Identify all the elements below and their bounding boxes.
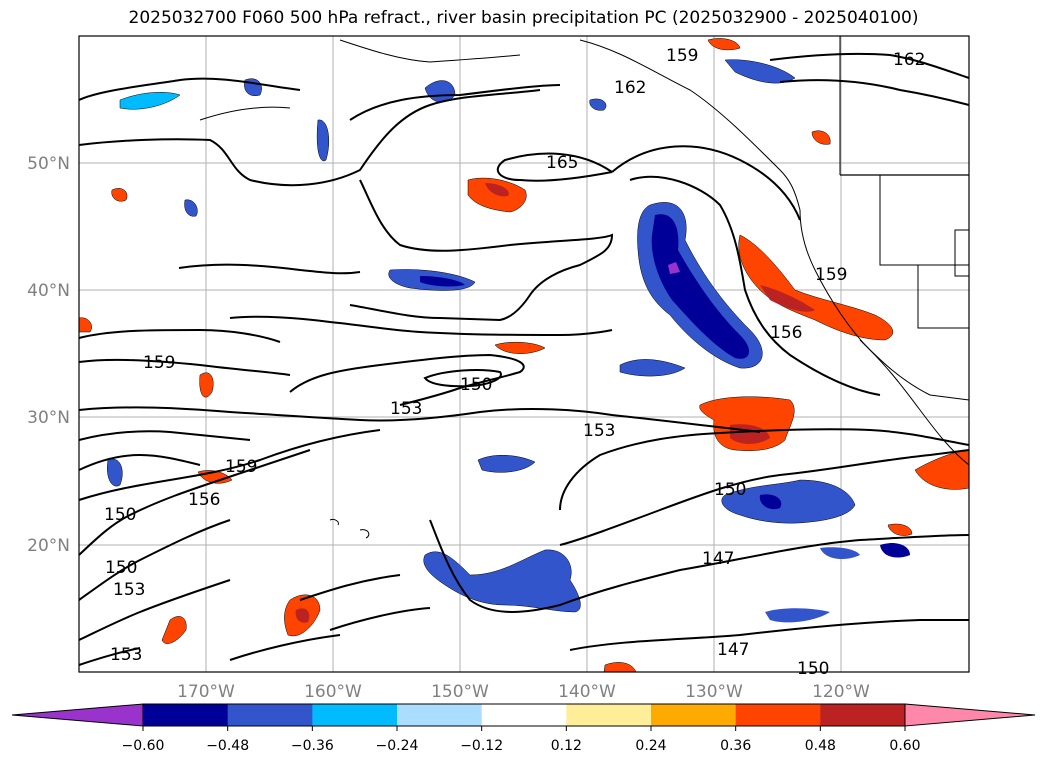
contour-label: 150 <box>104 505 136 525</box>
positive-48n-core <box>485 183 509 197</box>
negative-anomaly-core <box>651 214 750 359</box>
colorbar-segment <box>397 704 483 726</box>
colorbar-tick-label: −0.48 <box>206 738 249 754</box>
longitude-label: 140°W <box>558 682 616 702</box>
negative-central-32n <box>619 359 686 377</box>
negative-south-blob <box>423 549 581 613</box>
colorbar-tick-label: 0.60 <box>889 738 920 754</box>
contour-label: 162 <box>614 78 646 98</box>
gridlines <box>79 36 969 672</box>
contour-label: 153 <box>110 645 142 665</box>
negative-blob-small-c <box>765 608 830 623</box>
colorbar-segment <box>651 704 737 726</box>
positive-southwest-b <box>161 616 187 644</box>
colorbar-segment <box>735 704 821 726</box>
contour-label: 156 <box>188 490 220 510</box>
colorbar: −0.60 −0.48 −0.36 −0.24 −0.12 0.12 0.24 0.36 0.4… <box>11 703 1036 754</box>
positive-southwest-c <box>199 372 214 398</box>
map-frame <box>78 35 970 673</box>
colorbar-ticks: −0.60 −0.48 −0.36 −0.24 −0.12 0.12 0.24 0.36 0.4… <box>122 726 921 754</box>
latitude-axis: 50°N 40°N 30°N 20°N <box>27 154 70 556</box>
contour-labels: 159 162 162 165 159 159 156 150 153 153 … <box>104 46 925 679</box>
colorbar-segment <box>481 704 567 726</box>
latitude-label: 50°N <box>27 154 70 174</box>
negative-southeast-blob <box>721 479 856 524</box>
colorbar-tick-label: −0.24 <box>376 738 419 754</box>
colorbar-extend-right <box>904 703 1036 727</box>
positive-southwest-core <box>295 608 310 623</box>
colorbar-tick-label: 0.48 <box>805 738 836 754</box>
latitude-label: 40°N <box>27 281 70 301</box>
precipitation-shading <box>78 38 970 673</box>
negative-northeast <box>724 59 796 84</box>
positive-northeast-a <box>707 38 741 51</box>
contour-label: 156 <box>770 323 802 343</box>
contour-label: 147 <box>702 549 734 569</box>
colorbar-segment <box>143 704 229 726</box>
contour-label: 150 <box>105 558 137 578</box>
refractivity-contours <box>78 52 970 666</box>
colorbar-tick-label: −0.12 <box>460 738 503 754</box>
contour-label: 150 <box>797 659 829 679</box>
contour-label: 159 <box>143 353 175 373</box>
negative-anomaly-peak <box>668 262 680 274</box>
contour-label: 153 <box>583 421 615 441</box>
negative-west-f <box>119 92 181 110</box>
coastlines <box>199 36 970 539</box>
contour-label: 153 <box>113 580 145 600</box>
negative-blob-small-a <box>880 543 910 558</box>
negative-west-b <box>316 119 329 162</box>
positive-central-35n <box>494 341 546 354</box>
latitude-label: 20°N <box>27 536 70 556</box>
positive-west-small <box>111 188 128 202</box>
latitude-label: 30°N <box>27 408 70 428</box>
positive-west-edge <box>78 317 92 333</box>
colorbar-segment <box>227 704 313 726</box>
contour-label: 153 <box>390 399 422 419</box>
negative-band-40n-core <box>420 276 465 287</box>
contour-label: 159 <box>815 265 847 285</box>
colorbar-segments <box>11 703 1036 727</box>
positive-southeast-small <box>887 523 913 536</box>
longitude-label: 120°W <box>812 682 870 702</box>
positive-northeast-b <box>811 130 831 145</box>
contour-label: 159 <box>225 457 257 477</box>
colorbar-extend-left <box>11 703 144 727</box>
negative-southeast-core <box>759 494 782 510</box>
contour-label: 159 <box>666 46 698 66</box>
longitude-label: 130°W <box>685 682 743 702</box>
positive-coastal-band <box>738 234 894 341</box>
contour-label: 150 <box>714 480 746 500</box>
contour-label: 150 <box>460 375 492 395</box>
negative-blob-small-b <box>820 547 860 560</box>
longitude-label: 170°W <box>177 682 235 702</box>
colorbar-segment <box>312 704 398 726</box>
colorbar-tick-label: 0.36 <box>720 738 751 754</box>
colorbar-border <box>142 703 906 727</box>
colorbar-tick-label: −0.36 <box>291 738 334 754</box>
negative-west-e <box>107 458 123 487</box>
map-title: 2025032700 F060 500 hPa refract., river … <box>128 8 919 28</box>
positive-30n-blob <box>699 396 795 451</box>
negative-west-d <box>184 199 198 217</box>
colorbar-segment <box>566 704 652 726</box>
colorbar-tick-label: 0.12 <box>551 738 582 754</box>
contour-label: 147 <box>717 640 749 660</box>
positive-coastal-core <box>760 285 815 312</box>
longitude-label: 150°W <box>431 682 489 702</box>
negative-central-25n <box>477 455 536 473</box>
longitude-label: 160°W <box>304 682 362 702</box>
longitude-axis: 170°W 160°W 150°W 140°W 130°W 120°W <box>177 682 870 702</box>
contour-label: 165 <box>546 153 578 173</box>
contour-label: 162 <box>893 50 925 70</box>
negative-coast-a <box>589 98 607 111</box>
colorbar-segment <box>820 704 906 726</box>
colorbar-tick-label: 0.24 <box>635 738 666 754</box>
colorbar-tick-label: −0.60 <box>122 738 165 754</box>
